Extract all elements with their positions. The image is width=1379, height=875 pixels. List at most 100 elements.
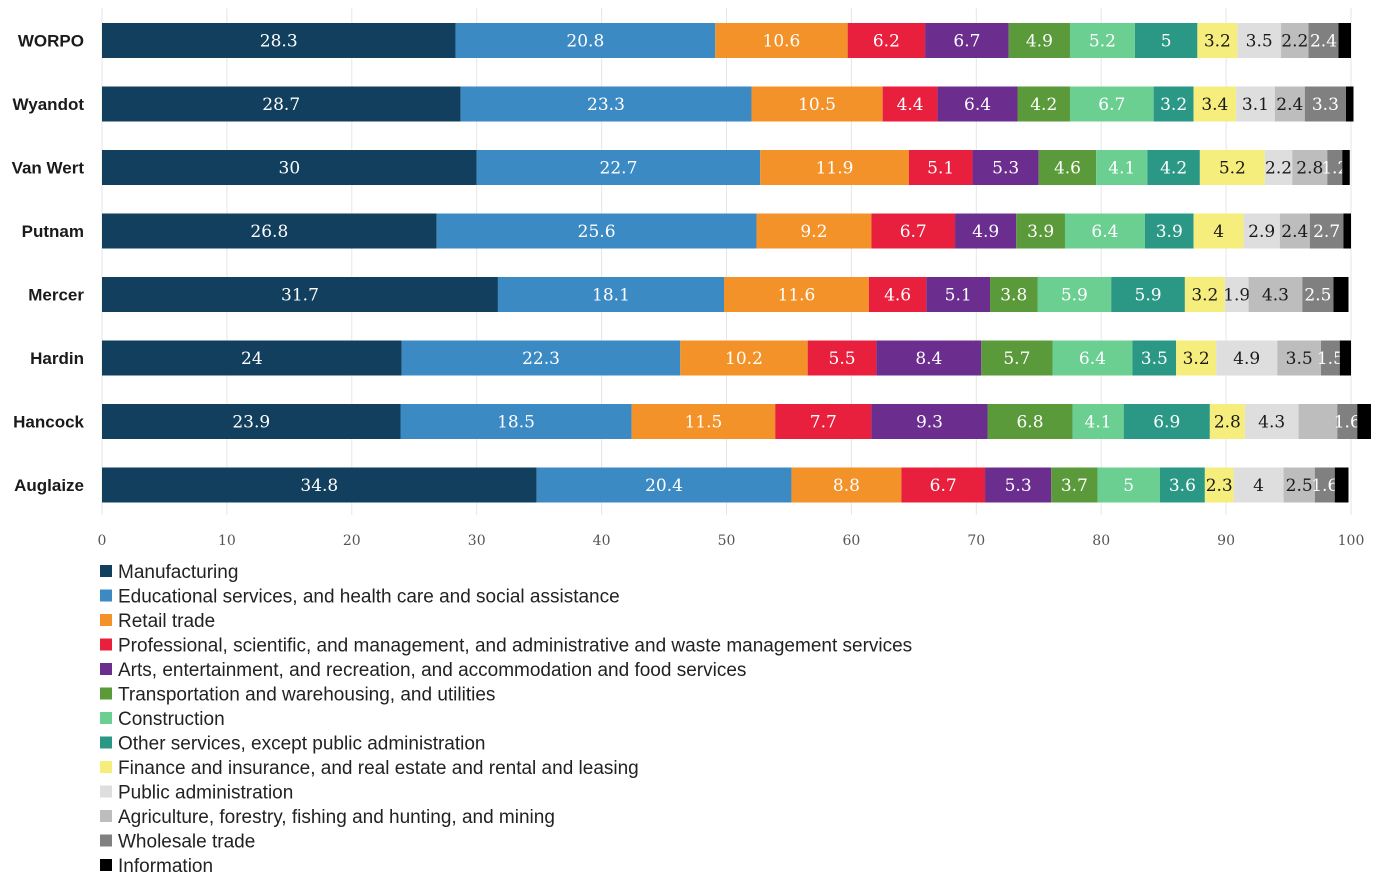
bar-segment [990, 277, 1038, 312]
bar-segment [1144, 213, 1194, 249]
category-label: WORPO [18, 32, 84, 51]
data-label: 4.3 [1262, 286, 1289, 306]
bar-segment [807, 340, 877, 376]
data-label: 3.8 [1000, 286, 1027, 306]
legend-label: Transportation and warehousing, and util… [118, 685, 495, 706]
bar-segment [1334, 467, 1349, 503]
legend-label: Wholesale trade [118, 832, 255, 853]
bar-segment [1277, 340, 1322, 376]
data-label: 2.8 [1296, 159, 1323, 179]
bar-segment [102, 404, 401, 439]
bar-segment [1123, 404, 1210, 439]
data-label: 22.7 [600, 159, 638, 179]
data-label: 5.9 [1135, 286, 1162, 306]
bar-segment [1321, 340, 1340, 376]
category-label: Van Wert [12, 159, 85, 178]
data-label: 1.9 [1223, 286, 1250, 306]
category-label: Auglaize [14, 476, 84, 495]
x-tick-label: 100 [1338, 533, 1365, 549]
data-label: 6.8 [1016, 413, 1043, 433]
data-label: 11.9 [816, 159, 854, 179]
bar-segment [724, 277, 869, 312]
data-label: 26.8 [250, 222, 288, 242]
data-label: 6.4 [964, 95, 991, 115]
data-label: 3.9 [1027, 222, 1054, 242]
bar-segment [1038, 150, 1097, 185]
bar-segment [497, 277, 725, 312]
bar-segment [715, 23, 848, 58]
x-tick-label: 60 [842, 533, 860, 549]
legend-label: Finance and insurance, and real estate a… [118, 758, 639, 779]
bar-segment [1304, 86, 1347, 122]
legend-swatch [100, 614, 112, 626]
data-label: 2.2 [1281, 32, 1308, 52]
bar-segment [1051, 467, 1098, 503]
data-label: 2.4 [1276, 95, 1303, 115]
data-label: 5.2 [1089, 32, 1116, 52]
data-label: 3.5 [1141, 349, 1168, 369]
bar-segment [1342, 150, 1350, 185]
data-label: 3.4 [1201, 95, 1228, 115]
x-tick-label: 30 [468, 533, 486, 549]
bar-segment [1064, 213, 1145, 249]
data-label: 3.2 [1191, 286, 1218, 306]
data-label: 23.3 [587, 95, 625, 115]
bar-segment [1308, 23, 1339, 58]
category-label: Hancock [13, 413, 84, 432]
data-label: 2.8 [1214, 413, 1241, 433]
bar-segment [1069, 86, 1154, 122]
bar-segment [868, 277, 927, 312]
data-label: 3.7 [1061, 476, 1088, 496]
data-label: 11.6 [778, 286, 816, 306]
data-label: 6.4 [1079, 349, 1106, 369]
bar-segment [871, 213, 956, 249]
bar-segment [1274, 86, 1305, 122]
category-label: Mercer [28, 286, 84, 305]
bar-segment [987, 404, 1073, 439]
bar-segment [937, 86, 1018, 122]
data-label: 28.3 [260, 32, 298, 52]
bar-segment [1337, 404, 1358, 439]
bar-segment [102, 340, 402, 376]
bar-segment [1176, 340, 1217, 376]
x-tick-label: 40 [593, 533, 611, 549]
bar-segment [102, 213, 437, 249]
legend-label: Public administration [118, 783, 293, 804]
bar-segment [1016, 213, 1065, 249]
legend-label: Retail trade [118, 611, 215, 632]
category-label: Hardin [30, 349, 84, 368]
data-label: 4 [1253, 476, 1264, 496]
bar-segment [1096, 150, 1148, 185]
bar-segment [1243, 213, 1280, 249]
data-label: 10.6 [763, 32, 801, 52]
data-label: 3.2 [1204, 32, 1231, 52]
bar-segment [102, 467, 537, 503]
data-label: 4.9 [1233, 349, 1260, 369]
legend-label: Agriculture, forestry, fishing and hunti… [118, 807, 555, 828]
data-label: 4.2 [1030, 95, 1057, 115]
data-label: 2.5 [1304, 286, 1331, 306]
x-tick-label: 80 [1092, 533, 1110, 549]
data-label: 23.9 [232, 413, 270, 433]
data-label: 2.2 [1265, 159, 1292, 179]
bar-segment [1339, 340, 1351, 376]
legend-swatch [100, 663, 112, 675]
data-label: 2.9 [1248, 222, 1275, 242]
data-label: 4.6 [884, 286, 911, 306]
legend-swatch [100, 785, 112, 798]
data-label: 3.5 [1286, 349, 1313, 369]
bar-segment [1052, 340, 1133, 376]
bar-segment [1314, 467, 1335, 503]
data-label: 4.9 [972, 222, 999, 242]
data-label: 6.7 [900, 222, 927, 242]
bar-segment [1017, 86, 1070, 122]
data-label: 4.4 [897, 95, 924, 115]
bar-segment [680, 340, 808, 376]
bar-segment [102, 86, 461, 122]
data-label: 5.5 [829, 349, 856, 369]
legend-swatch [100, 859, 112, 871]
bar-segment [791, 467, 902, 503]
data-label: 3.3 [1312, 95, 1339, 115]
data-label: 3.1 [1242, 95, 1269, 115]
data-label: 3.2 [1160, 95, 1187, 115]
